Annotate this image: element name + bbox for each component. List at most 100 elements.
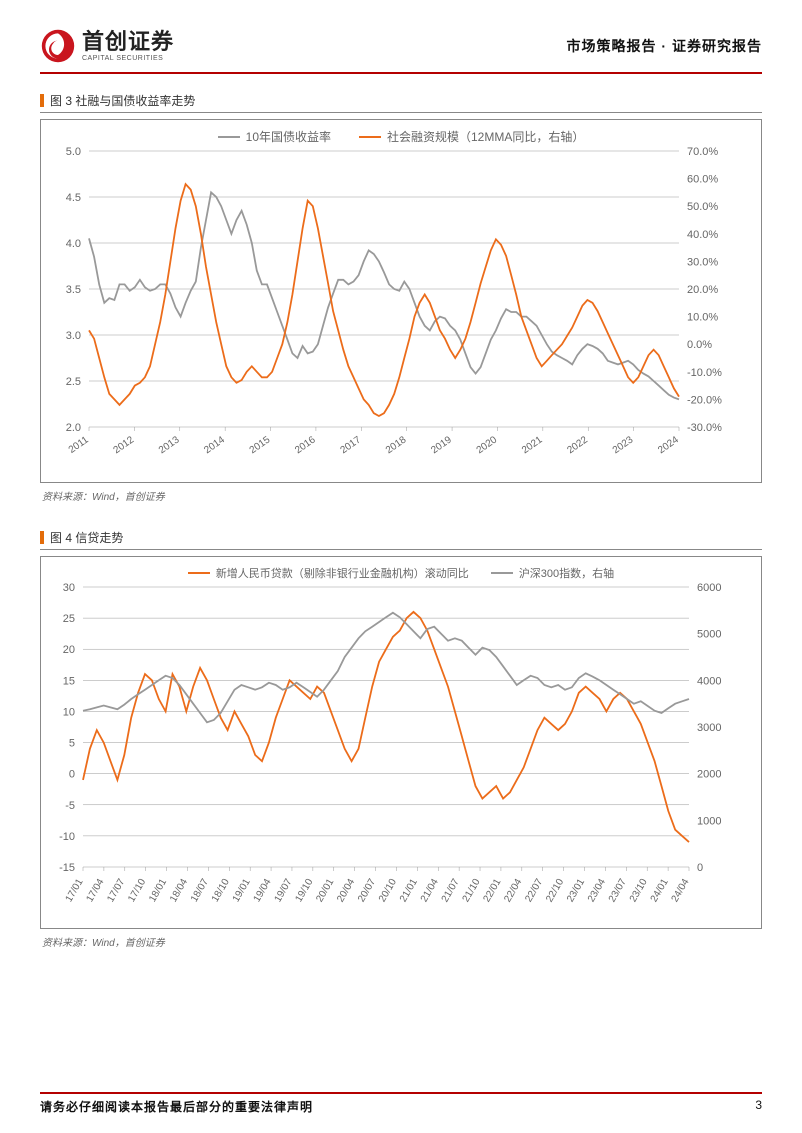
svg-text:23/10: 23/10 [628,877,650,905]
svg-text:20/10: 20/10 [377,877,399,905]
svg-text:21/01: 21/01 [398,877,420,905]
page-footer: 请务必仔细阅读本报告最后部分的重要法律声明 3 [40,1092,762,1115]
svg-text:30.0%: 30.0% [687,256,718,268]
figure-3: 图 3 社融与国债收益率走势 10年国债收益率 社会融资规模（12MMA同比，右… [40,92,762,503]
company-name-en: CAPITAL SECURITIES [82,55,174,62]
svg-text:2013: 2013 [157,434,182,456]
svg-text:17/10: 17/10 [126,877,148,905]
svg-text:4.0: 4.0 [66,238,81,250]
svg-text:1000: 1000 [697,815,721,827]
svg-text:23/07: 23/07 [607,877,629,905]
figure-4-source: 资料来源：Wind，首创证券 [40,928,762,949]
svg-text:20/01: 20/01 [314,877,336,905]
svg-text:4000: 4000 [697,675,721,687]
svg-text:2022: 2022 [565,434,590,456]
page-number: 3 [755,1098,762,1115]
figure-4-chart: 新增人民币贷款（剔除非银行业金融机构）滚动同比 沪深300指数，右轴 -15 -1… [40,556,762,929]
svg-text:10: 10 [63,706,75,718]
svg-text:2021: 2021 [520,434,545,456]
svg-text:30: 30 [63,583,75,594]
svg-text:2012: 2012 [112,434,137,456]
svg-text:5000: 5000 [697,629,721,641]
svg-text:2.0: 2.0 [66,422,81,434]
svg-text:18/01: 18/01 [147,877,169,905]
svg-text:21/10: 21/10 [461,877,483,905]
figure-3-title: 图 3 社融与国债收益率走势 [40,92,762,113]
svg-text:22/10: 22/10 [544,877,566,905]
svg-text:2017: 2017 [338,434,363,456]
svg-text:2015: 2015 [248,434,273,456]
svg-text:2020: 2020 [475,434,500,456]
svg-text:19/04: 19/04 [252,877,274,905]
svg-text:20: 20 [63,644,75,656]
company-name-cn: 首创证券 [82,31,174,53]
svg-text:2.5: 2.5 [66,376,81,388]
svg-text:24/04: 24/04 [670,877,692,905]
svg-text:10.0%: 10.0% [687,312,718,324]
svg-text:25: 25 [63,613,75,625]
legend-bond10y: 10年国债收益率 [218,128,331,145]
svg-text:19/07: 19/07 [273,877,295,905]
svg-text:5.0: 5.0 [66,147,81,158]
svg-text:5: 5 [69,738,75,750]
svg-text:2000: 2000 [697,769,721,781]
svg-text:50.0%: 50.0% [687,201,718,213]
figure-3-source: 资料来源：Wind，首创证券 [40,482,762,503]
svg-text:21/07: 21/07 [440,877,462,905]
svg-text:0: 0 [697,862,703,874]
svg-text:19/10: 19/10 [293,877,315,905]
figure-4-title: 图 4 信贷走势 [40,529,762,550]
svg-text:-15: -15 [59,862,75,874]
report-type: 市场策略报告 · 证券研究报告 [567,36,762,56]
svg-text:70.0%: 70.0% [687,147,718,158]
svg-text:0: 0 [69,769,75,781]
svg-text:24/01: 24/01 [649,877,671,905]
svg-text:2024: 2024 [656,434,681,456]
svg-text:20/04: 20/04 [335,877,357,905]
svg-text:23/04: 23/04 [586,877,608,905]
svg-text:3.0: 3.0 [66,330,81,342]
svg-text:2023: 2023 [611,434,636,456]
svg-text:0.0%: 0.0% [687,339,712,351]
svg-text:-10: -10 [59,831,75,843]
svg-text:4.5: 4.5 [66,192,81,204]
svg-text:6000: 6000 [697,583,721,594]
svg-text:-20.0%: -20.0% [687,394,722,406]
legend-rmb-loan: 新增人民币贷款（剔除非银行业金融机构）滚动同比 [188,565,469,581]
svg-text:3.5: 3.5 [66,284,81,296]
svg-text:18/07: 18/07 [189,877,211,905]
logo-icon [40,28,76,64]
svg-text:2018: 2018 [384,434,409,456]
svg-text:18/10: 18/10 [210,877,232,905]
svg-text:17/01: 17/01 [64,877,86,905]
svg-text:2019: 2019 [429,434,454,456]
figure-3-legend: 10年国债收益率 社会融资规模（12MMA同比，右轴） [41,120,761,147]
svg-text:20.0%: 20.0% [687,284,718,296]
header-rule [40,72,762,74]
svg-text:3000: 3000 [697,722,721,734]
svg-text:23/01: 23/01 [565,877,587,905]
svg-text:22/07: 22/07 [523,877,545,905]
figure-4: 图 4 信贷走势 新增人民币贷款（剔除非银行业金融机构）滚动同比 沪深300指数… [40,529,762,949]
svg-text:2014: 2014 [202,434,227,456]
legend-csi300: 沪深300指数，右轴 [491,565,614,581]
svg-text:15: 15 [63,675,75,687]
svg-text:-30.0%: -30.0% [687,422,722,434]
page-header: 首创证券 CAPITAL SECURITIES 市场策略报告 · 证券研究报告 [40,28,762,70]
svg-text:17/04: 17/04 [84,877,106,905]
figure-4-legend: 新增人民币贷款（剔除非银行业金融机构）滚动同比 沪深300指数，右轴 [41,557,761,583]
svg-text:2016: 2016 [293,434,318,456]
svg-text:22/04: 22/04 [502,877,524,905]
svg-text:-10.0%: -10.0% [687,367,722,379]
svg-text:22/01: 22/01 [481,877,503,905]
svg-text:40.0%: 40.0% [687,229,718,241]
footer-disclaimer: 请务必仔细阅读本报告最后部分的重要法律声明 [40,1098,313,1115]
svg-text:2011: 2011 [67,434,91,456]
svg-text:17/07: 17/07 [105,877,127,905]
svg-text:20/07: 20/07 [356,877,378,905]
svg-text:19/01: 19/01 [231,877,253,905]
figure-3-chart: 10年国债收益率 社会融资规模（12MMA同比，右轴） 2.0 2.5 3.0 3.5… [40,119,762,483]
svg-text:18/04: 18/04 [168,877,190,905]
svg-text:-5: -5 [65,800,75,812]
company-logo: 首创证券 CAPITAL SECURITIES [40,28,174,64]
